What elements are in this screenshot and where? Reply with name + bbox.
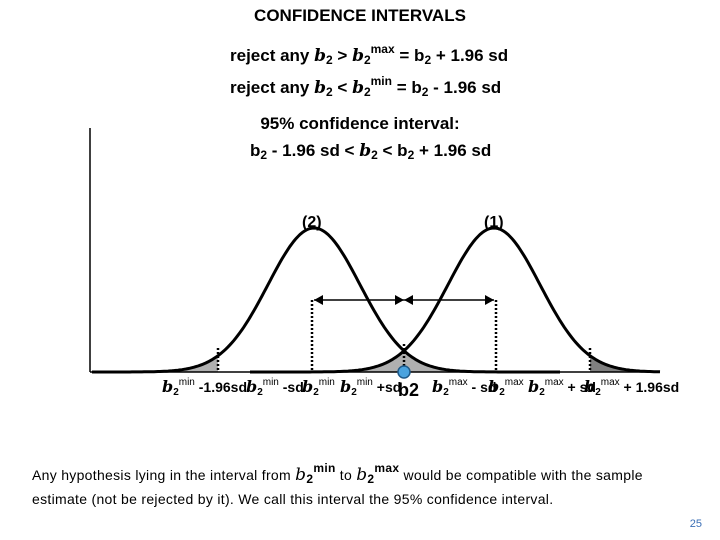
axis-label-5: b2	[398, 380, 420, 400]
distribution-curve-1	[250, 226, 661, 374]
interval-heading: 95% confidence interval:	[260, 114, 460, 133]
axis-label-1: b2min -1.96sd	[162, 377, 248, 398]
axis-label-8: b2max + sd	[528, 377, 596, 398]
axis-label-6: b2max - sd	[432, 377, 497, 398]
reject-line-min: reject any b2 < b2min = b2 - 1.96 sd	[230, 74, 502, 99]
axis-label-4: b2min +sd	[340, 377, 402, 398]
interval-formula: b2 - 1.96 sd < b2 < b2 + 1.96 sd	[250, 141, 492, 162]
right-tail-shade	[590, 355, 650, 372]
axis-label-7: b2max	[488, 377, 524, 398]
page-number: 25	[689, 518, 702, 530]
distribution-curve-2	[92, 226, 560, 374]
arrow-sd-left	[314, 295, 404, 305]
curve-label-right: (1)	[484, 214, 504, 231]
left-tail-shade-curve1	[312, 350, 404, 372]
slide-title: CONFIDENCE INTERVALS	[254, 6, 466, 25]
axis-label-2: b2min -sd	[246, 377, 304, 398]
axis-label-3: b2min	[302, 377, 335, 398]
explanation-text: Any hypothesis lying in the interval fro…	[32, 461, 643, 507]
sample-estimate-marker	[397, 365, 411, 379]
left-tail-shade	[150, 355, 218, 372]
reject-line-max: reject any b2 > b2max = b2 + 1.96 sd	[230, 42, 509, 67]
axis-label-9: b2max + 1.96sd	[584, 377, 680, 398]
arrow-sd-right	[404, 295, 494, 305]
